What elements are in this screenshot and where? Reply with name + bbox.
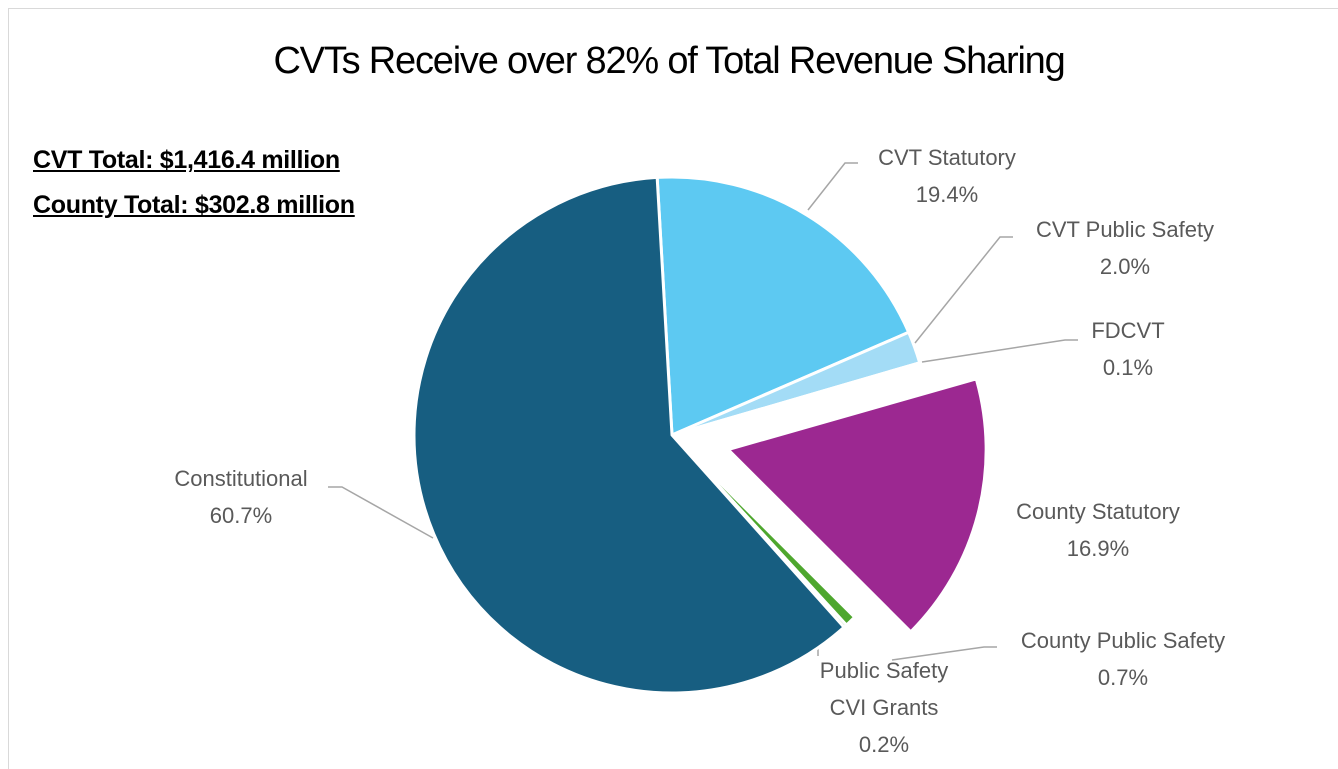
pie-slice — [670, 361, 922, 437]
slice-percent: 2.0% — [1099, 254, 1151, 279]
data-label: CVT Statutory 19.4% — [878, 139, 1016, 213]
slice-percent: 0.2% — [858, 732, 910, 757]
slice-name: County Statutory — [1016, 499, 1180, 524]
leader-line — [328, 486, 434, 539]
pie-slice — [412, 175, 846, 695]
data-label: FDCVT 0.1% — [1091, 312, 1164, 386]
annotation: CVT Total: $1,416.4 million — [33, 146, 340, 174]
leader-line — [807, 162, 858, 211]
slice-percent: 0.1% — [1102, 355, 1154, 380]
data-label: County Public Safety 0.7% — [1021, 622, 1225, 696]
leader-line — [891, 646, 997, 661]
slice-percent: 19.4% — [915, 182, 979, 207]
data-label: CVT Public Safety 2.0% — [1036, 211, 1214, 285]
slice-percent: 60.7% — [209, 503, 273, 528]
annotation: County Total: $302.8 million — [33, 191, 355, 219]
data-label: Public Safety CVI Grants 0.2% — [820, 652, 948, 763]
chart-title: CVTs Receive over 82% of Total Revenue S… — [273, 40, 1065, 82]
slice-name: Public Safety CVI Grants — [819, 658, 949, 720]
frame — [8, 8, 1338, 769]
slice-percent: 0.7% — [1097, 665, 1149, 690]
pie-slice — [655, 175, 911, 437]
slice-percent: 16.9% — [1066, 536, 1130, 561]
data-label: County Statutory 16.9% — [1016, 493, 1180, 567]
slice-name: CVT Public Safety — [1035, 217, 1215, 242]
pie-slice — [726, 377, 988, 634]
slice-name: County Public Safety — [1020, 628, 1226, 653]
data-label: Constitutional 60.7% — [174, 460, 307, 534]
slice-name: Constitutional — [174, 466, 308, 491]
slice-name: CVT Statutory — [878, 145, 1016, 170]
slice-name: FDCVT — [1091, 318, 1165, 343]
leader-line — [914, 236, 1013, 344]
leader-line — [921, 339, 1078, 363]
